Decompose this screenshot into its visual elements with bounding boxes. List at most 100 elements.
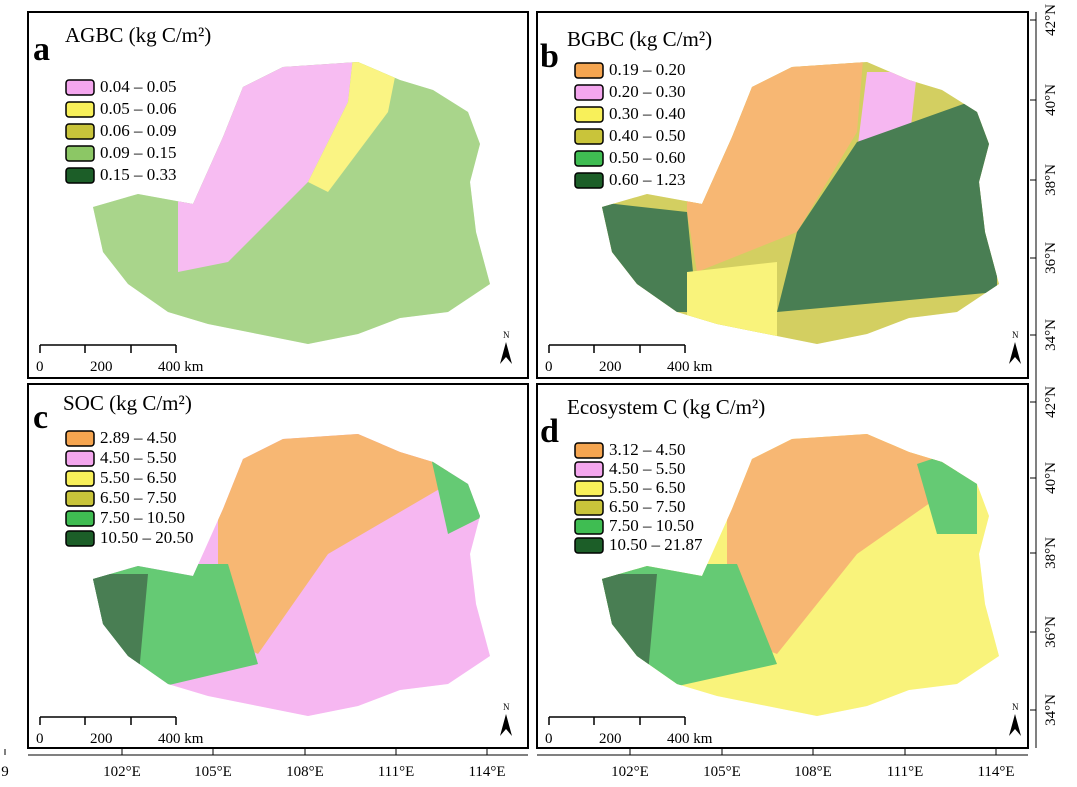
panel: a AGBC (kg C/m²) 0.04 – 0.05 0.05 – 0.06 0.0… <box>33 23 512 375</box>
legend-swatch <box>65 470 95 487</box>
lat-label: 34°N <box>1043 319 1059 351</box>
scale-label: 0 <box>545 731 553 747</box>
north-arrow <box>500 342 512 364</box>
legend-swatch <box>574 499 604 516</box>
panel-letter: d <box>540 413 559 450</box>
north-label: N <box>503 330 510 340</box>
lon-label: 114°E <box>977 764 1014 780</box>
legend-label: 0.09 – 0.15 <box>100 143 177 162</box>
north-label: N <box>1012 702 1019 712</box>
lon-label: 9 <box>1 764 9 780</box>
lon-label: 108°E <box>794 764 832 780</box>
legend-swatch <box>574 172 604 189</box>
map-c <box>93 434 490 716</box>
scale-label: 0 <box>36 359 44 375</box>
lat-label: 40°N <box>1043 462 1059 494</box>
lon-label: 114°E <box>468 764 505 780</box>
legend-label: 0.30 – 0.40 <box>609 104 686 123</box>
scale-label: 0 <box>545 359 553 375</box>
legend-swatch <box>574 128 604 145</box>
legend-swatch <box>65 79 95 96</box>
panel-frame <box>536 11 1029 379</box>
lon-label: 111°E <box>887 764 924 780</box>
scale-label: 400 km <box>667 359 713 375</box>
panel-title: BGBC (kg C/m²) <box>567 27 712 51</box>
legend-label: 2.89 – 4.50 <box>100 428 177 447</box>
legend-swatch <box>574 62 604 79</box>
scale-label: 400 km <box>667 731 713 747</box>
legend-label: 7.50 – 10.50 <box>100 508 185 527</box>
legend-label: 4.50 – 5.50 <box>100 448 177 467</box>
north-arrow <box>1009 342 1021 364</box>
lat-label: 42°N <box>1043 4 1059 36</box>
lon-label: 102°E <box>103 764 141 780</box>
lon-label: 111°E <box>378 764 415 780</box>
legend-swatch <box>574 537 604 554</box>
legend-label: 0.20 – 0.30 <box>609 82 686 101</box>
legend-swatch <box>65 450 95 467</box>
panel: b BGBC (kg C/m²) 0.19 – 0.20 0.20 – 0.30 0.3… <box>540 27 1021 375</box>
lat-label: 42°N <box>1043 386 1059 418</box>
panel-letter: a <box>33 31 50 68</box>
legend-swatch <box>65 490 95 507</box>
legend-label: 0.04 – 0.05 <box>100 77 177 96</box>
legend-swatch <box>65 101 95 118</box>
scale-label: 400 km <box>158 359 204 375</box>
legend-label: 0.15 – 0.33 <box>100 165 177 184</box>
legend-label: 3.12 – 4.50 <box>609 440 686 459</box>
panel-title: SOC (kg C/m²) <box>63 391 192 415</box>
north-label: N <box>503 702 510 712</box>
north-arrow <box>500 714 512 736</box>
scale-label: 200 <box>599 731 622 747</box>
scale-label: 0 <box>36 731 44 747</box>
legend-label: 0.40 – 0.50 <box>609 126 686 145</box>
panel: c SOC (kg C/m²) 2.89 – 4.504.50 – 5.505.50… <box>33 391 512 747</box>
legend-swatch <box>574 518 604 535</box>
lat-label: 34°N <box>1043 694 1059 726</box>
panel-letter: b <box>540 38 559 75</box>
legend-label: 0.60 – 1.23 <box>609 170 686 189</box>
legend-label: 7.50 – 10.50 <box>609 516 694 535</box>
lon-label: 105°E <box>194 764 232 780</box>
legend-label: 6.50 – 7.50 <box>609 497 686 516</box>
scale-label: 200 <box>90 731 113 747</box>
legend-swatch <box>574 461 604 478</box>
legend-swatch <box>65 167 95 184</box>
legend-swatch <box>574 106 604 123</box>
legend-label: 5.50 – 6.50 <box>609 478 686 497</box>
legend-label: 10.50 – 20.50 <box>100 528 194 547</box>
panel-frame <box>27 383 529 749</box>
panel: d Ecosystem C (kg C/m²) 3.12 – 4.504.50 – … <box>540 395 1021 747</box>
legend-label: 6.50 – 7.50 <box>100 488 177 507</box>
map-d <box>602 434 999 716</box>
legend-swatch <box>65 145 95 162</box>
legend-swatch <box>65 430 95 447</box>
panel-frame <box>536 383 1029 749</box>
lon-label: 102°E <box>611 764 649 780</box>
legend-label: 0.05 – 0.06 <box>100 99 177 118</box>
panel-title: Ecosystem C (kg C/m²) <box>567 395 765 419</box>
legend-label: 0.19 – 0.20 <box>609 60 686 79</box>
legend-label: 5.50 – 6.50 <box>100 468 177 487</box>
lon-label: 108°E <box>286 764 324 780</box>
legend-swatch <box>65 123 95 140</box>
lon-label: 105°E <box>703 764 741 780</box>
lat-label: 36°N <box>1043 242 1059 274</box>
north-arrow <box>1009 714 1021 736</box>
panel-letter: c <box>33 399 48 436</box>
legend-swatch <box>574 150 604 167</box>
legend-label: 4.50 – 5.50 <box>609 459 686 478</box>
panel-title: AGBC (kg C/m²) <box>65 23 211 47</box>
lat-label: 38°N <box>1043 537 1059 569</box>
north-label: N <box>1012 330 1019 340</box>
legend-swatch <box>574 480 604 497</box>
lat-label: 36°N <box>1043 616 1059 648</box>
legend-swatch <box>65 530 95 547</box>
legend-swatch <box>574 84 604 101</box>
legend-label: 0.06 – 0.09 <box>100 121 177 140</box>
scale-label: 200 <box>90 359 113 375</box>
legend-swatch <box>65 510 95 527</box>
legend-swatch <box>574 442 604 459</box>
scale-label: 400 km <box>158 731 204 747</box>
